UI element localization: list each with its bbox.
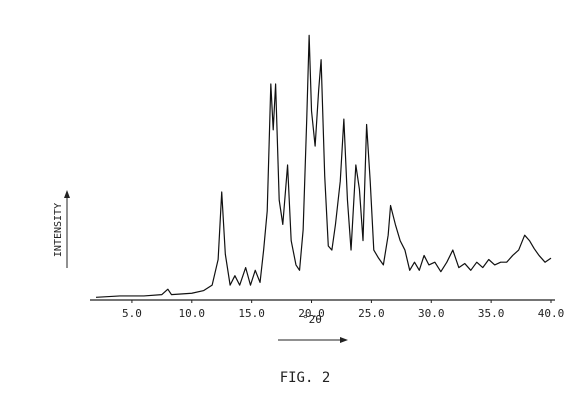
y-arrow-head — [64, 190, 70, 198]
x-tick-label: 15.0 — [238, 307, 265, 320]
x-arrow-head — [340, 337, 348, 343]
x-tick-label: 25.0 — [358, 307, 385, 320]
x-tick-label: 35.0 — [478, 307, 505, 320]
x-tick-label: 30.0 — [418, 307, 445, 320]
x-tick-label: 20.0 — [298, 307, 325, 320]
x-tick-label: 5.0 — [122, 307, 142, 320]
figure-caption: FIG. 2 — [280, 370, 331, 386]
x-tick-label: 10.0 — [179, 307, 206, 320]
x-axis-label: °2θ — [302, 313, 322, 326]
y-axis-label: INTENSITY — [53, 203, 64, 257]
x-tick-label: 40.0 — [538, 307, 565, 320]
pattern-line — [95, 34, 552, 298]
